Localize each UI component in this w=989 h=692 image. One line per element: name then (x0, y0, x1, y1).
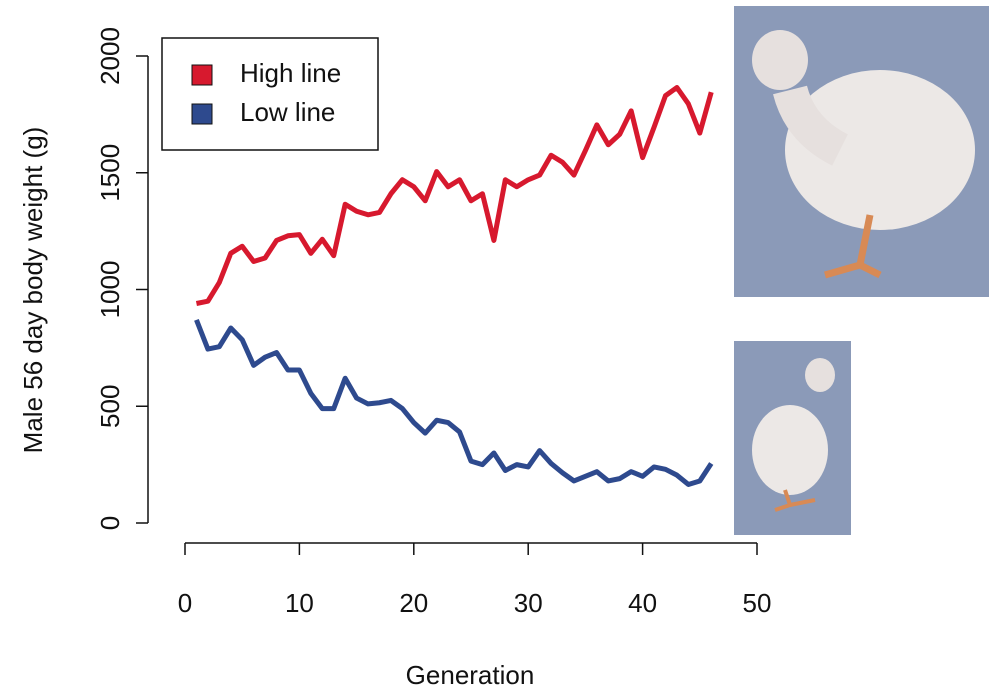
y-tick-label: 1500 (95, 144, 125, 202)
series-line (195, 85, 714, 306)
photo-small (734, 341, 851, 535)
photo-large (734, 6, 989, 297)
x-axis-title: Generation (406, 660, 535, 690)
x-tick-label: 40 (628, 588, 657, 618)
legend-label: High line (240, 58, 341, 88)
series-line (194, 318, 714, 487)
legend: High line Low line (161, 37, 379, 151)
y-axis-title: Male 56 day body weight (g) (18, 127, 48, 454)
x-tick-label: 30 (514, 588, 543, 618)
y-tick-label: 500 (95, 385, 125, 428)
x-tick-label: 20 (399, 588, 428, 618)
y-tick-label: 1000 (95, 261, 125, 319)
x-tick-label: 0 (178, 588, 192, 618)
legend-swatch (191, 64, 213, 86)
y-tick-label: 0 (95, 516, 125, 530)
x-tick-label: 50 (743, 588, 772, 618)
x-tick-label: 10 (285, 588, 314, 618)
legend-label: Low line (240, 97, 335, 127)
y-tick-label: 2000 (95, 27, 125, 85)
legend-swatch (191, 103, 213, 125)
